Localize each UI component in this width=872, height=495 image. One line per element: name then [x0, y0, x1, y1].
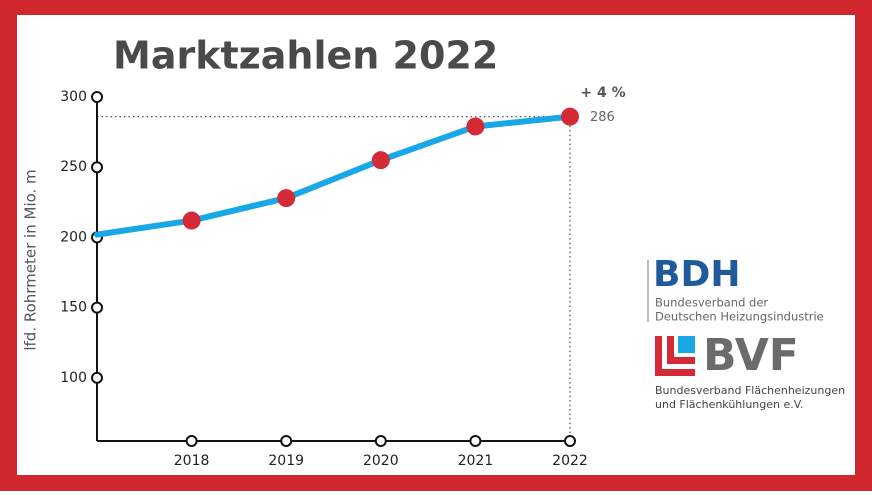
data-point: [182, 211, 201, 230]
x-tick: [469, 435, 482, 447]
annotation: + 4 %: [580, 85, 625, 101]
x-tick-label: 2018: [174, 453, 210, 469]
y-tick: [91, 371, 103, 384]
canvas: [17, 15, 855, 475]
logo-icon: [655, 336, 695, 376]
y-tick-label: 300: [60, 89, 87, 105]
logo-text: und Flächenkühlungen e.V.: [655, 398, 803, 411]
chart-title: Marktzahlen 2022: [113, 34, 498, 78]
x-tick: [374, 435, 387, 447]
y-tick: [91, 91, 103, 103]
y-tick-label: 200: [60, 229, 87, 245]
data-point: [277, 189, 296, 208]
x-tick: [564, 435, 576, 447]
x-tick-label: 2021: [458, 453, 494, 469]
y-tick-label: 250: [60, 159, 87, 175]
data-point: [466, 117, 485, 136]
logo-text: Deutschen Heizungsindustrie: [655, 310, 824, 324]
y-axis-label: lfd. Rohrmeter in Mio. m: [22, 169, 40, 350]
logo-text: Bundesverband der: [655, 296, 768, 310]
y-tick: [91, 301, 103, 314]
x-tick: [280, 435, 293, 447]
logo-text: Bundesverband Flächenheizungen: [655, 384, 845, 397]
data-point: [561, 107, 579, 126]
x-tick-label: 2022: [552, 453, 588, 469]
data-point: [371, 151, 390, 170]
x-tick: [185, 435, 198, 447]
x-tick-label: 2020: [363, 453, 399, 469]
value-label: 286: [590, 110, 615, 125]
data-line: [94, 113, 573, 238]
logo-name: BVF: [703, 330, 799, 381]
logo-name: BDH: [653, 254, 740, 295]
x-tick-label: 2019: [268, 453, 304, 469]
y-tick: [91, 161, 103, 174]
y-tick-label: 150: [60, 300, 87, 316]
y-tick-label: 100: [60, 370, 87, 386]
